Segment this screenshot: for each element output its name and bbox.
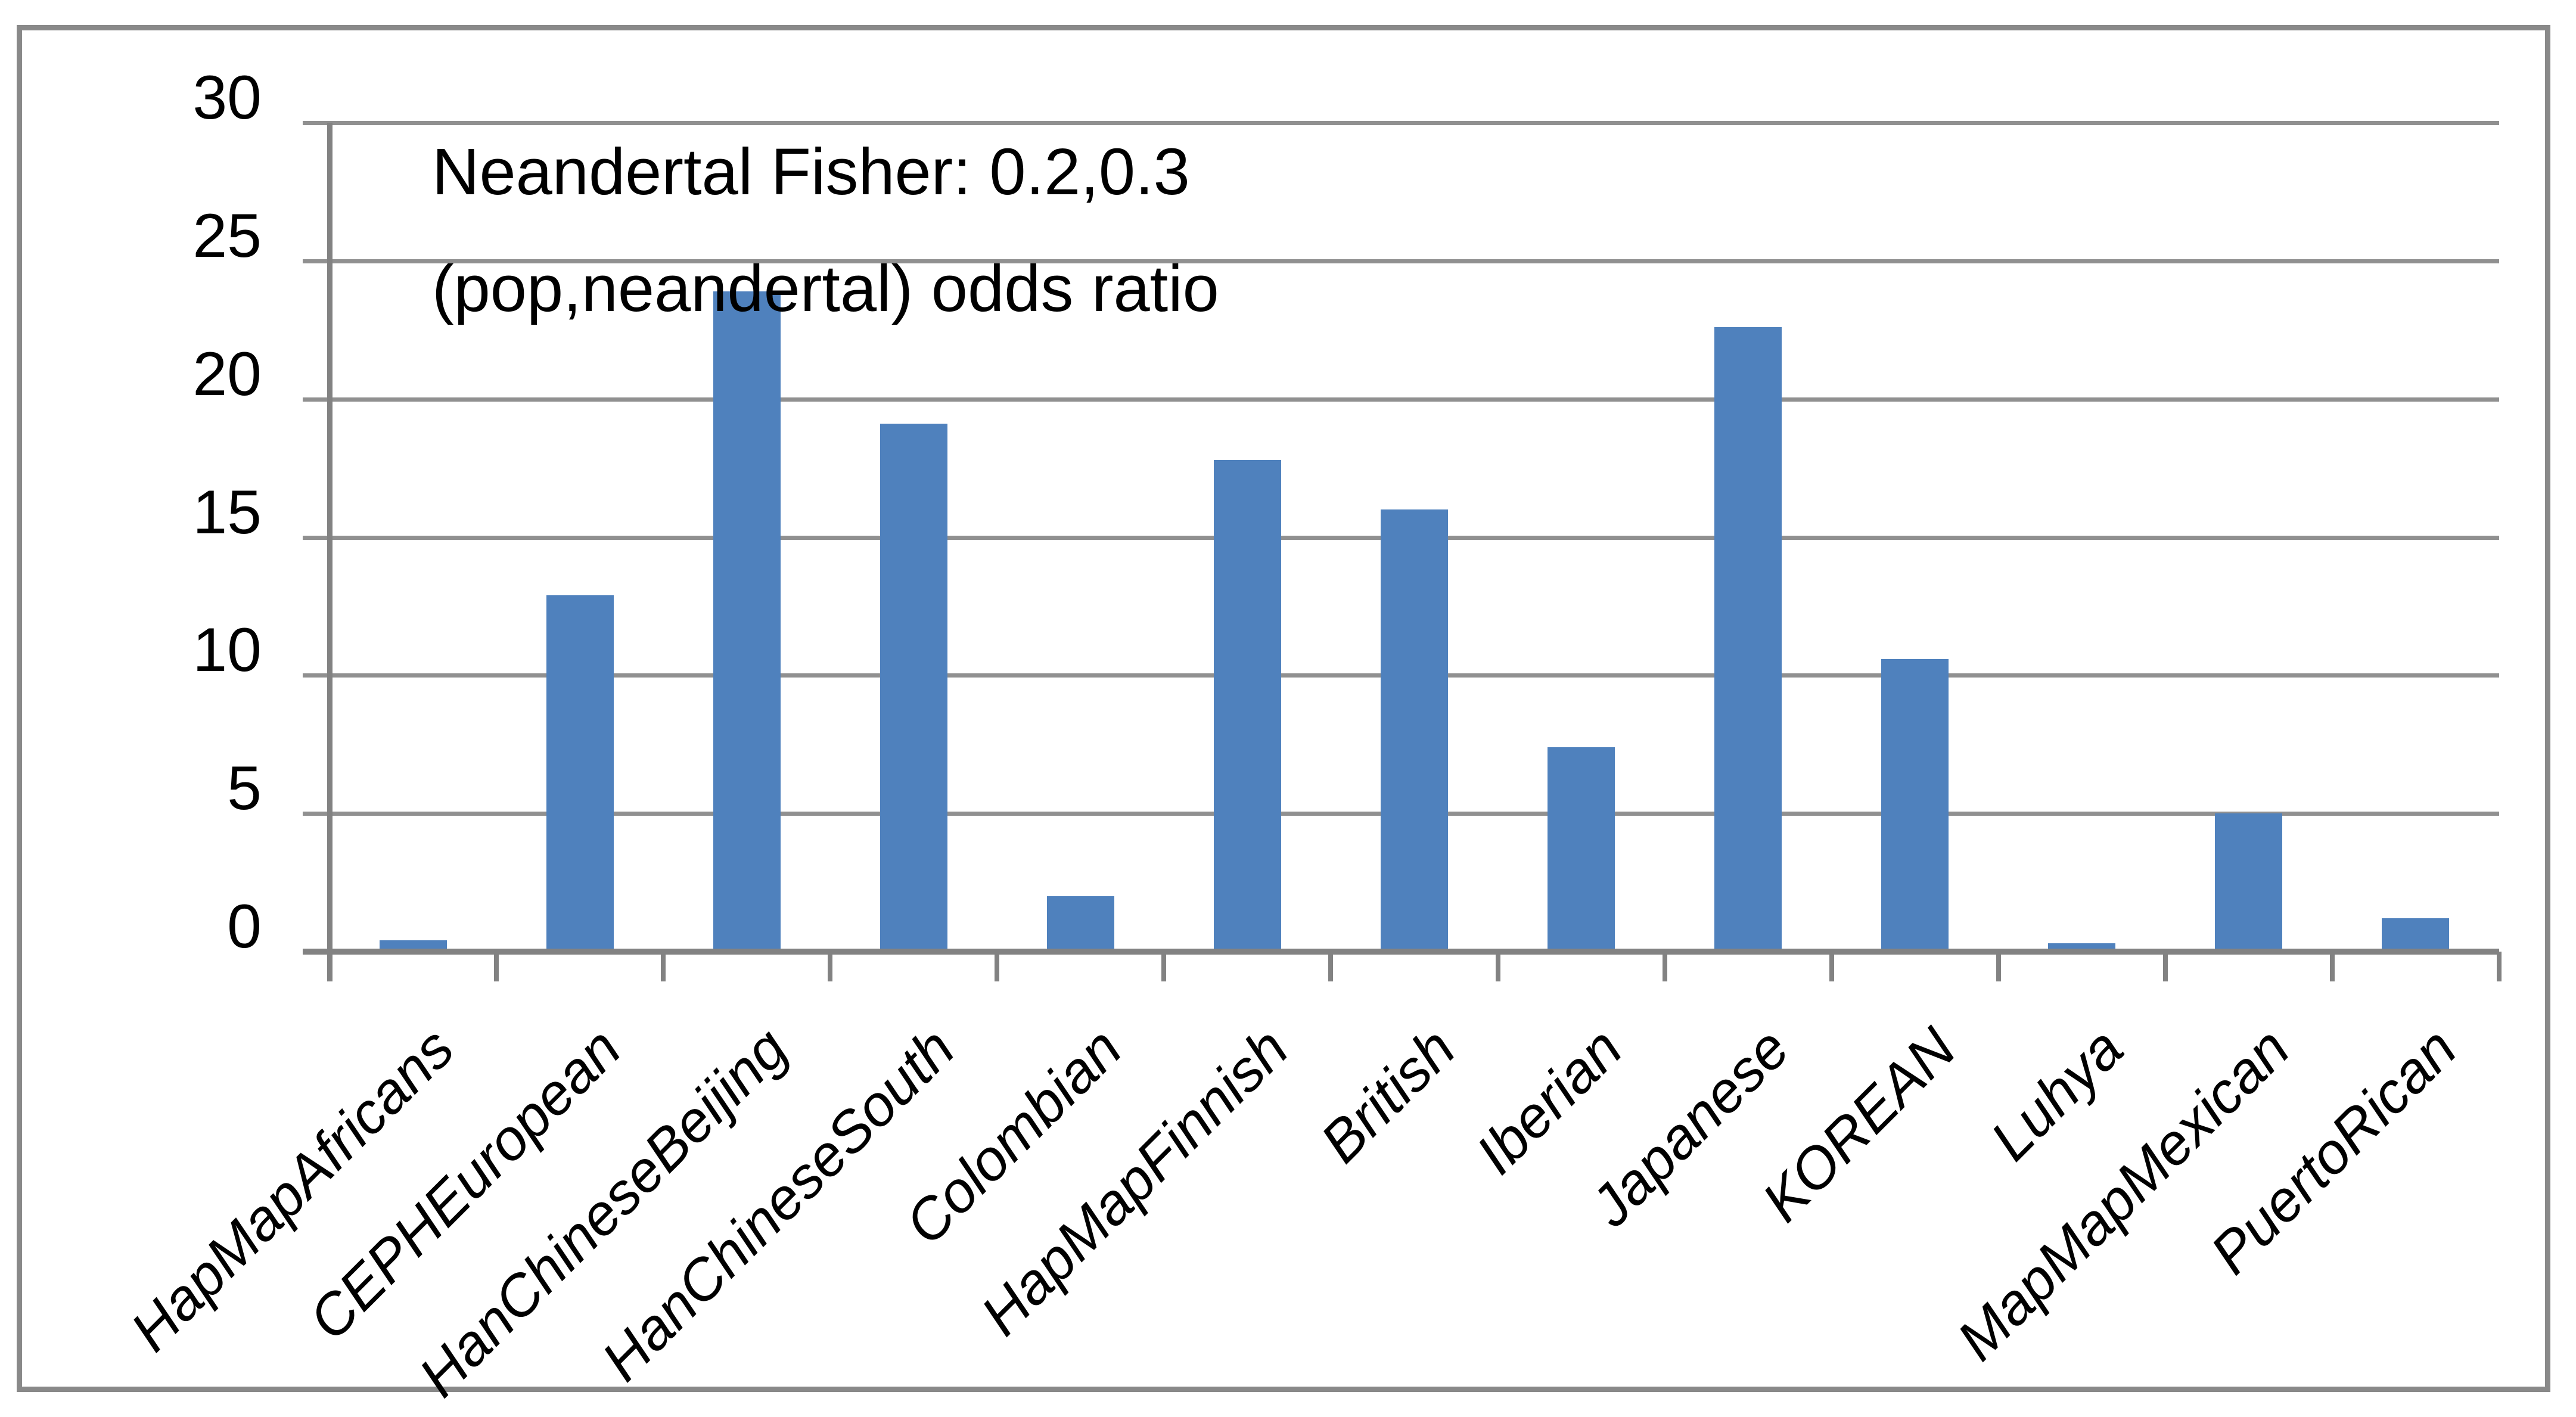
- y-axis-line: [327, 123, 333, 981]
- x-axis-tick-13: [2497, 952, 2502, 981]
- x-axis-tick-8: [1663, 952, 1667, 981]
- bar-HanChineseSouth: [880, 424, 947, 952]
- bar-Japanese: [1714, 327, 1782, 952]
- x-category-label-British: British: [1307, 1015, 1468, 1175]
- y-tick-label-10: 10: [192, 616, 262, 685]
- chart-title-line2: (pop,neandertal) odds ratio: [432, 252, 1219, 325]
- y-tick-label-25: 25: [192, 201, 262, 271]
- x-axis-tick-7: [1496, 952, 1500, 981]
- chart-title-line1: Neandertal Fisher: 0.2,0.3: [432, 135, 1190, 209]
- x-category-label-Luhya: Luhya: [1977, 1015, 2135, 1173]
- plot-area: [303, 121, 2502, 981]
- chart-title: Neandertal Fisher: 0.2,0.3 (pop,neandert…: [432, 114, 1219, 347]
- chart-frame-border: 0 5 10 15 20 25 30 Neandertal Fisher: 0.2,0.3 …: [17, 25, 2550, 1409]
- x-axis-tick-10: [1996, 952, 2001, 981]
- gridline-y-20: [303, 397, 2499, 402]
- x-axis-tick-12: [2330, 952, 2335, 981]
- x-axis-tick-2: [661, 952, 666, 981]
- x-axis-tick-0: [327, 952, 332, 981]
- gridline-y-25: [303, 259, 2499, 263]
- bar-Iberian: [1548, 747, 1615, 952]
- bar-CEPHEuropean: [546, 595, 614, 952]
- x-axis-tick-1: [494, 952, 499, 981]
- y-tick-label-15: 15: [192, 477, 262, 547]
- y-tick-label-5: 5: [227, 754, 262, 824]
- x-axis-line: [303, 949, 2499, 955]
- x-category-label-HapMapFinnish: HapMapFinnish: [968, 1015, 1301, 1348]
- bar-MapMapMexican: [2215, 813, 2282, 952]
- x-category-label-CEPHEuropean: CEPHEuropean: [296, 1015, 633, 1353]
- y-tick-label-20: 20: [192, 339, 262, 409]
- x-axis-tick-4: [995, 952, 999, 981]
- x-axis-tick-6: [1328, 952, 1333, 981]
- bar-Colombian: [1047, 896, 1114, 952]
- x-axis-tick-11: [2163, 952, 2168, 981]
- x-axis-tick-5: [1161, 952, 1166, 981]
- y-tick-label-0: 0: [227, 892, 262, 961]
- bar-HanChineseBeijing: [713, 291, 781, 952]
- y-tick-label-30: 30: [192, 63, 262, 132]
- bar-KOREAN: [1881, 659, 1949, 952]
- bar-PuertoRican: [2382, 918, 2449, 952]
- gridline-y-30: [303, 121, 2499, 125]
- bar-British: [1381, 509, 1448, 952]
- x-axis-tick-9: [1829, 952, 1834, 981]
- x-axis-tick-3: [828, 952, 832, 981]
- bar-HapMapFinnish: [1214, 460, 1281, 952]
